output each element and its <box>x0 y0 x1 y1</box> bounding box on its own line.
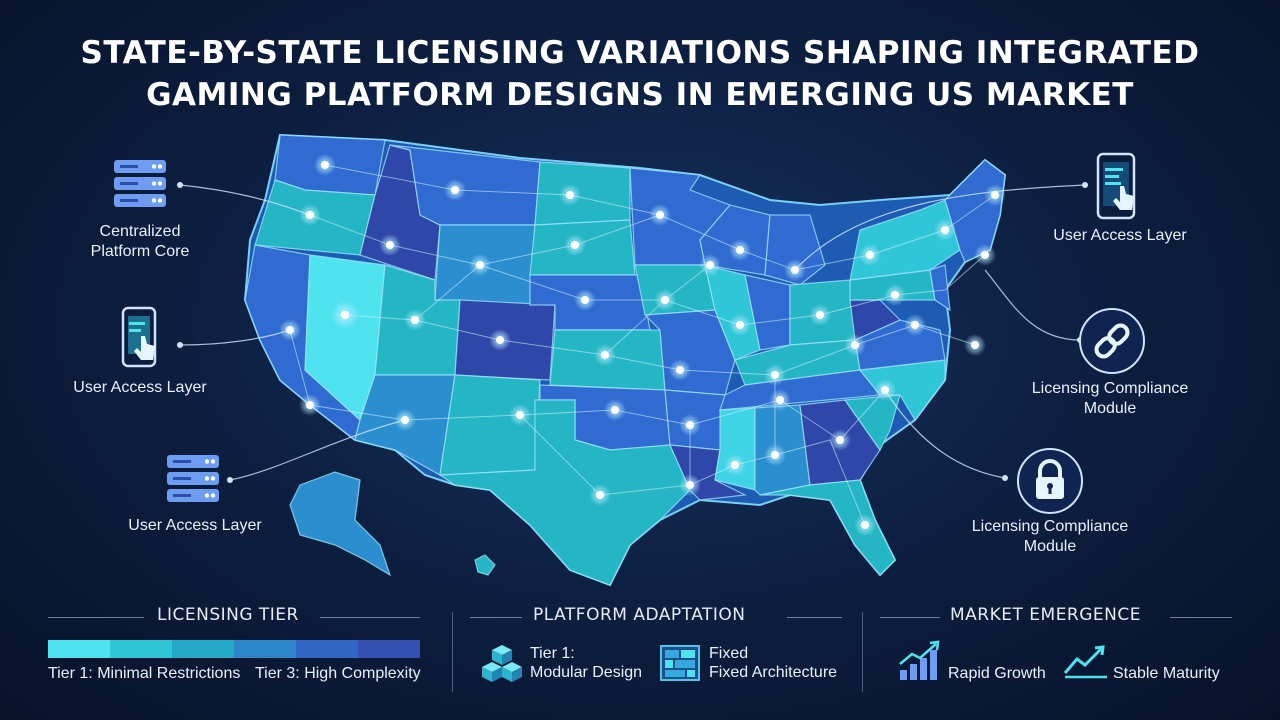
node[interactable] <box>699 254 721 276</box>
market-item2-label: Stable Maturity <box>1113 665 1220 682</box>
region-new-mexico[interactable] <box>439 374 541 476</box>
node[interactable] <box>331 301 359 329</box>
divider <box>1170 617 1232 618</box>
callout-user-access-layer-bottom-left: User Access Layer <box>128 517 262 534</box>
node[interactable] <box>884 284 906 306</box>
platform-item1-line1: Tier 1: <box>530 645 575 662</box>
legend-licensing-title: LICENSING TIER <box>157 605 299 625</box>
callout-centralized-platform-core: Centralized Platform Core <box>90 223 190 260</box>
divider <box>452 612 453 692</box>
region-texas[interactable] <box>438 399 691 586</box>
divider <box>787 617 842 618</box>
node[interactable] <box>509 404 531 426</box>
platform-item1-line2: Modular Design <box>530 664 643 681</box>
node[interactable] <box>679 414 701 436</box>
divider <box>320 617 420 618</box>
region-hawaii[interactable] <box>474 554 496 576</box>
title-line-1: STATE-BY-STATE LICENSING VARIATIONS SHAP… <box>80 35 1200 71</box>
node[interactable] <box>904 314 926 336</box>
page-title: STATE-BY-STATE LICENSING VARIATIONS SHAP… <box>0 32 1280 116</box>
trend-line-icon <box>1063 643 1109 679</box>
platform-item2-line2: Fixed Architecture <box>709 664 838 681</box>
node[interactable] <box>394 409 416 431</box>
callout-user-access-layer-left: User Access Layer <box>73 379 207 396</box>
fixed-grid-icon <box>660 645 700 681</box>
divider <box>880 617 940 618</box>
node[interactable] <box>984 184 1006 206</box>
region-new-jersey[interactable] <box>929 264 951 312</box>
legend-platform-title: PLATFORM ADAPTATION <box>533 605 746 625</box>
node[interactable] <box>574 289 596 311</box>
divider <box>48 617 144 618</box>
region-illinois[interactable] <box>704 264 761 361</box>
market-item1-label: Rapid Growth <box>948 665 1046 682</box>
licensing-tier-gradient-bar <box>48 640 420 658</box>
tier-swatch <box>110 640 172 658</box>
node[interactable] <box>469 254 491 276</box>
node[interactable] <box>299 204 321 226</box>
rising-bars-icon <box>898 640 942 682</box>
node[interactable] <box>444 179 466 201</box>
node[interactable] <box>314 154 336 176</box>
tier-swatch <box>48 640 110 658</box>
node[interactable] <box>594 344 616 366</box>
node[interactable] <box>379 234 401 256</box>
node[interactable] <box>604 399 626 421</box>
tier-swatch <box>358 640 420 658</box>
node[interactable] <box>964 334 986 356</box>
node[interactable] <box>859 244 881 266</box>
node[interactable] <box>279 319 301 341</box>
node[interactable] <box>489 329 511 351</box>
tier-swatch <box>234 640 296 658</box>
region-florida[interactable] <box>759 479 896 576</box>
callout-user-access-layer-right: User Access Layer <box>1053 227 1187 244</box>
node[interactable] <box>934 219 956 241</box>
node[interactable] <box>729 314 751 336</box>
region-north-dakota[interactable] <box>534 161 631 226</box>
node[interactable] <box>654 289 676 311</box>
node[interactable] <box>829 429 851 451</box>
callout-licensing-compliance-module-upper: Licensing Compliance Module <box>1031 380 1189 417</box>
node[interactable] <box>404 309 426 331</box>
node[interactable] <box>564 234 586 256</box>
node[interactable] <box>724 454 746 476</box>
divider <box>862 612 863 692</box>
divider <box>470 617 522 618</box>
node[interactable] <box>809 304 831 326</box>
chain-link-icon <box>1077 306 1147 376</box>
tier-swatch <box>296 640 358 658</box>
tier-swatch <box>172 640 234 658</box>
node[interactable] <box>559 184 581 206</box>
network-nodes <box>279 154 1006 536</box>
node[interactable] <box>729 239 751 261</box>
node[interactable] <box>764 364 786 386</box>
node[interactable] <box>764 444 786 466</box>
node[interactable] <box>974 244 996 266</box>
node[interactable] <box>589 484 611 506</box>
node[interactable] <box>769 389 791 411</box>
server-stack-icon <box>163 453 223 505</box>
tier-low-label: Tier 1: Minimal Restrictions <box>48 665 241 682</box>
tier-high-label: Tier 3: High Complexity <box>255 665 421 682</box>
padlock-icon <box>1015 446 1085 516</box>
platform-item2-line1: Fixed <box>709 645 749 662</box>
node[interactable] <box>874 379 896 401</box>
node[interactable] <box>784 259 806 281</box>
node[interactable] <box>854 514 876 536</box>
node[interactable] <box>669 359 691 381</box>
title-line-2: GAMING PLATFORM DESIGNS IN EMERGING US M… <box>146 77 1134 113</box>
node[interactable] <box>299 394 321 416</box>
region-alaska[interactable] <box>289 471 392 577</box>
region-mississippi[interactable] <box>714 407 756 491</box>
node[interactable] <box>649 204 671 226</box>
mobile-touch-icon <box>115 306 165 370</box>
callout-licensing-compliance-module-lower: Licensing Compliance Module <box>971 518 1129 555</box>
modular-cubes-icon <box>480 643 524 683</box>
node[interactable] <box>844 334 866 356</box>
legend-market-title: MARKET EMERGENCE <box>950 605 1141 625</box>
server-stack-icon <box>110 158 170 210</box>
node[interactable] <box>679 474 701 496</box>
mobile-touch-icon <box>1092 152 1142 222</box>
